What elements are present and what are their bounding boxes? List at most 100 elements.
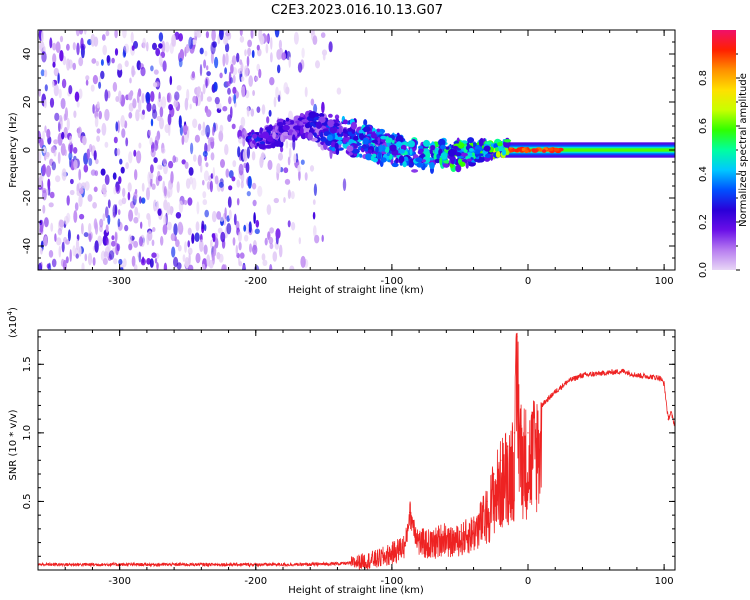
spectrogram-noise-cell xyxy=(142,37,147,49)
spectrogram-noise-cell xyxy=(167,113,172,126)
spectrogram-noise-cell xyxy=(166,205,171,213)
spectrogram-signal-cell xyxy=(465,162,469,169)
spectrogram-y-tick-label: -40 xyxy=(22,238,33,254)
spectrogram-noise-cell xyxy=(149,137,153,146)
spectrogram-signal-cell xyxy=(351,148,360,154)
spectrogram-noise-cell xyxy=(117,90,122,104)
spectrogram-noise-cell xyxy=(158,55,163,66)
spectrogram-noise-cell xyxy=(184,241,187,253)
spectrogram-noise-cell xyxy=(58,219,65,228)
spectrogram-noise-cell xyxy=(88,223,92,233)
spectrogram-noise-cell xyxy=(90,84,95,92)
spectrogram-noise-cell xyxy=(235,244,238,256)
spectrogram-noise-cell xyxy=(53,84,59,97)
spectrogram-noise-cell xyxy=(150,148,156,158)
spectrogram-noise-cell xyxy=(138,236,143,247)
spectrogram-noise-cell xyxy=(269,264,273,270)
colorbar-tick-label: 0.0 xyxy=(698,262,709,278)
spectrogram-noise-cell xyxy=(281,52,287,61)
spectrogram-signal-cell xyxy=(380,157,387,163)
spectrogram-noise-cell xyxy=(157,175,163,182)
spectrogram-noise-cell xyxy=(203,170,210,182)
spectrogram-x-tick-label: -100 xyxy=(381,276,404,287)
spectrogram-noise-cell xyxy=(145,92,151,102)
spectrogram-noise-cell xyxy=(159,117,164,130)
spectrogram-noise-cell xyxy=(75,30,80,37)
spectrogram-noise-cell xyxy=(105,206,109,219)
spectrogram-noise-cell xyxy=(115,183,121,194)
spectrogram-noise-cell xyxy=(185,44,190,54)
spectrogram-noise-cell xyxy=(116,148,121,156)
spectrogram-signal-cell xyxy=(398,155,405,164)
spectrogram-x-tick-label: -300 xyxy=(108,276,131,287)
spectrogram-signal-cell xyxy=(327,134,333,141)
spectrogram-noise-cell xyxy=(94,116,99,128)
snr-data-point xyxy=(513,432,516,434)
spectrogram-noise-cell xyxy=(243,224,247,232)
spectrogram-noise-cell xyxy=(103,251,109,258)
spectrogram-noise-cell xyxy=(249,243,252,253)
spectrogram-noise-cell xyxy=(314,234,320,244)
spectrogram-noise-cell xyxy=(101,183,107,194)
spectrogram-noise-cell xyxy=(280,146,284,153)
spectrogram-noise-cell xyxy=(231,55,237,65)
spectrogram-noise-cell xyxy=(141,92,145,104)
spectrogram-noise-cell xyxy=(336,87,342,95)
spectrogram-noise-cell xyxy=(248,75,253,87)
spectrogram-noise-cell xyxy=(88,143,93,153)
spectrogram-noise-cell xyxy=(220,159,225,168)
spectrogram-signal-cell xyxy=(281,131,290,136)
spectrogram-noise-cell xyxy=(158,32,164,42)
spectrogram-noise-cell xyxy=(170,233,176,242)
spectrogram-signal-cell xyxy=(416,162,424,168)
spectrogram-noise-cell xyxy=(78,194,83,208)
spectrogram-noise-cell xyxy=(117,63,123,71)
spectrogram-noise-cell xyxy=(328,41,333,53)
spectrogram-signal-cell xyxy=(442,163,450,168)
spectrogram-noise-cell xyxy=(44,217,49,228)
spectrogram-noise-cell xyxy=(131,45,135,51)
spectrogram-noise-cell xyxy=(42,189,47,201)
spectrogram-noise-cell xyxy=(244,49,247,57)
spectrogram-noise-cell xyxy=(105,30,110,37)
spectrogram-noise-cell xyxy=(202,179,205,186)
spectrogram-signal-cell xyxy=(386,137,393,143)
spectrogram-noise-cell xyxy=(114,147,118,157)
spectrogram-noise-cell xyxy=(44,125,47,133)
spectrogram-noise-cell xyxy=(227,87,231,95)
spectrogram-noise-cell xyxy=(251,151,256,161)
spectrogram-noise-cell xyxy=(195,221,200,232)
spectrogram-noise-cell xyxy=(138,251,142,263)
spectrogram-noise-cell xyxy=(119,158,123,165)
spectrogram-noise-cell xyxy=(116,243,121,252)
spectrogram-noise-cell xyxy=(152,42,157,51)
spectrogram-noise-cell xyxy=(56,237,62,246)
spectrogram-noise-cell xyxy=(75,253,80,259)
spectrogram-noise-cell xyxy=(163,262,168,270)
spectrogram-noise-cell xyxy=(38,130,42,144)
spectrogram-signal-cell xyxy=(377,152,382,160)
spectrogram-noise-cell xyxy=(52,61,56,68)
spectrogram-noise-cell xyxy=(151,239,155,246)
spectrogram-noise-cell xyxy=(217,227,223,234)
spectrogram-noise-cell xyxy=(247,39,253,48)
spectrogram-noise-cell xyxy=(146,41,149,52)
spectrogram-noise-cell xyxy=(156,262,159,270)
spectrogram-signal-cell xyxy=(309,122,315,127)
spectrogram-noise-cell xyxy=(228,170,234,179)
spectrogram-noise-cell xyxy=(92,257,96,266)
spectrogram-noise-cell xyxy=(104,108,110,121)
spectrogram-signal-cell xyxy=(252,133,258,139)
spectrogram-signal-cell xyxy=(334,142,339,150)
spectrogram-noise-cell xyxy=(68,59,73,69)
snr-data-point xyxy=(409,511,411,513)
spectrogram-signal-cell xyxy=(455,164,462,173)
spectrogram-noise-cell xyxy=(92,104,95,114)
spectrogram-noise-cell xyxy=(188,167,194,176)
snr-data-point xyxy=(432,544,434,546)
spectrogram-noise-cell xyxy=(289,265,295,270)
spectrogram-signal-cell xyxy=(493,143,499,149)
spectrogram-noise-cell xyxy=(178,57,183,68)
spectrogram-noise-cell xyxy=(214,96,220,105)
